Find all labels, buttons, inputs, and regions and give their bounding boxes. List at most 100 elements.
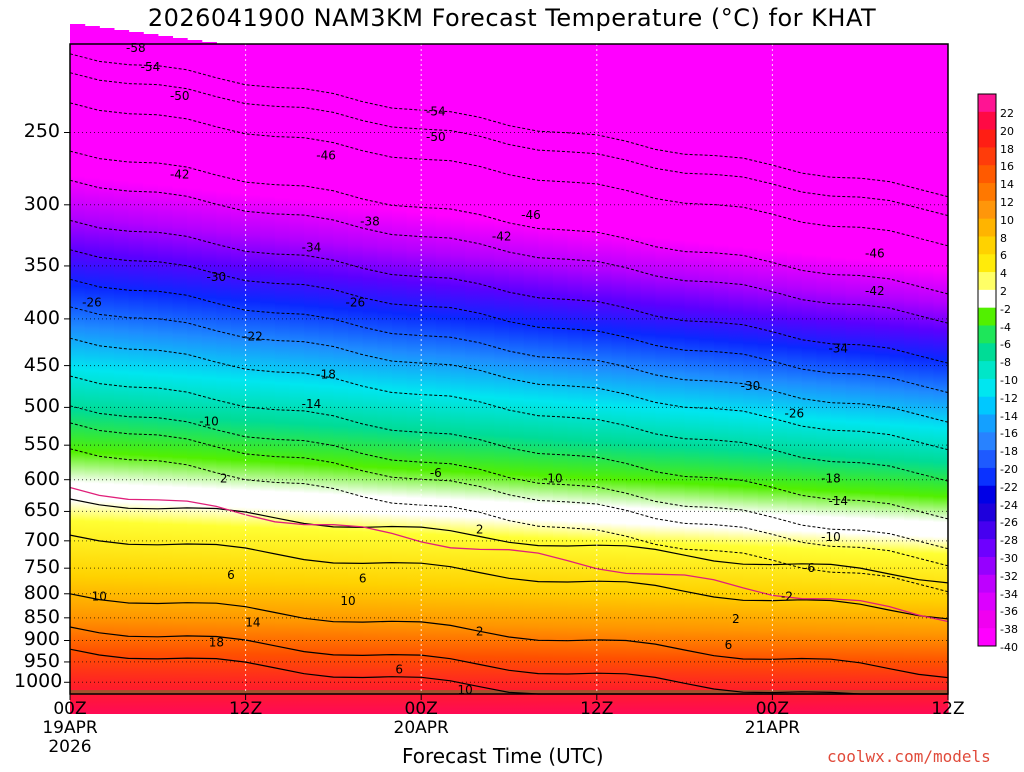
- contour-label: -18: [316, 367, 336, 381]
- field-column: [450, 76, 466, 714]
- x-tick-label-line: 12Z: [931, 699, 965, 719]
- y-tick-label: 400: [23, 306, 60, 329]
- colorbar-swatch: [978, 592, 996, 611]
- field-column: [611, 98, 627, 714]
- colorbar-label: -6: [1000, 338, 1011, 352]
- contour-label: -26: [785, 407, 805, 421]
- field-column: [304, 56, 320, 714]
- contour-label: -50: [426, 130, 446, 144]
- colorbar-swatch: [978, 218, 996, 237]
- contour-label: -10: [821, 530, 841, 544]
- field-column: [918, 140, 934, 714]
- colorbar-label: 12: [1000, 195, 1014, 209]
- colorbar-label: -24: [1000, 498, 1018, 512]
- field-column: [435, 74, 452, 714]
- y-tick-label: 550: [23, 433, 60, 456]
- x-tick-label-line: 12Z: [228, 699, 263, 719]
- colorbar-swatch: [978, 325, 996, 344]
- field-column: [523, 86, 539, 714]
- contour-label: -50: [170, 89, 190, 103]
- contour-line-negative: [69, 219, 949, 364]
- colorbar-label: -8: [1000, 356, 1011, 370]
- contour-line-positive: [69, 626, 948, 695]
- y-tick-label: 750: [23, 556, 60, 579]
- contour-label: 2: [732, 612, 740, 626]
- field-column: [99, 28, 115, 714]
- field-column: [216, 44, 232, 714]
- field-column: [465, 78, 481, 714]
- contour-labels: -58-54-50-42-46-38-34-30-26 -26-22-18-14-…: [82, 41, 884, 697]
- contour-line-negative: [69, 249, 949, 394]
- colorbar-swatch: [978, 129, 996, 148]
- contour-label: -26: [82, 296, 102, 310]
- field-column: [128, 32, 144, 714]
- colorbar-swatch: [978, 183, 996, 202]
- colorbar-swatch: [978, 628, 996, 647]
- contour-label: -6: [430, 466, 442, 480]
- colorbar-swatch: [978, 147, 996, 166]
- colorbar-swatch: [978, 610, 996, 629]
- contour-label: -30: [207, 270, 227, 284]
- source-credit[interactable]: coolwx.com/models: [827, 747, 991, 766]
- contour-label: 2: [476, 522, 484, 536]
- field-column: [874, 134, 891, 714]
- colorbar-label: -22: [1000, 480, 1018, 494]
- x-tick-label: 12Z: [211, 700, 281, 719]
- y-tick-label: 950: [23, 649, 60, 672]
- field-column: [377, 66, 393, 714]
- contour-label: 10: [340, 594, 355, 608]
- colorbar-swatch: [978, 432, 996, 451]
- x-tick-label-line: 00Z: [755, 699, 790, 719]
- field-column: [318, 58, 334, 714]
- colorbar-label: 18: [1000, 142, 1014, 156]
- field-column: [655, 104, 671, 714]
- contour-line-negative: [69, 375, 949, 520]
- colorbar-label: -28: [1000, 534, 1018, 548]
- contour-label: -54: [141, 60, 161, 74]
- x-tick-label-line: 00Z: [53, 699, 87, 719]
- field-column: [596, 96, 613, 714]
- field-column: [640, 102, 656, 714]
- contour-label: -14: [828, 494, 848, 508]
- y-tick-label: 450: [23, 353, 60, 376]
- y-tick-label: 850: [23, 605, 60, 628]
- field-column: [406, 70, 422, 714]
- field-column: [230, 46, 247, 714]
- colorbar-swatch: [978, 165, 996, 184]
- contour-label: 6: [395, 662, 403, 676]
- contour-line-positive: [69, 534, 949, 620]
- field-column: [567, 92, 583, 714]
- contour-line-negative: [69, 448, 949, 593]
- contour-label: -38: [360, 215, 380, 229]
- field-column: [743, 116, 759, 714]
- freezing-level-line: [69, 486, 949, 623]
- colorbar-label: -26: [1000, 516, 1018, 530]
- colorbar-swatch: [978, 254, 996, 273]
- field-column: [582, 94, 598, 714]
- field-column: [157, 36, 174, 714]
- contour-label: 18: [209, 636, 224, 650]
- field-column: [845, 130, 861, 714]
- colorbar-label: 22: [1000, 106, 1014, 120]
- x-axis-title: Forecast Time (UTC): [402, 744, 604, 768]
- colorbar-label: 16: [1000, 160, 1014, 174]
- contour-line-negative: [69, 422, 949, 567]
- y-tick-label: 700: [23, 528, 60, 551]
- colorbar-label: 10: [1000, 213, 1014, 227]
- colorbar-swatch: [978, 236, 996, 255]
- contour-line-positive: [69, 498, 949, 584]
- contour-label: -46: [521, 208, 541, 222]
- x-tick-label-line: 19APR: [42, 718, 98, 738]
- colorbar-swatch: [978, 574, 996, 594]
- field-column: [187, 40, 203, 714]
- contour-label: -58: [126, 41, 146, 55]
- contour-label: 6: [725, 638, 733, 652]
- colorbar-label: -20: [1000, 463, 1018, 477]
- colorbar-swatch: [978, 450, 996, 469]
- colorbar-swatch: [978, 539, 996, 558]
- field-column: [172, 38, 188, 714]
- contour-line-negative: [69, 150, 949, 295]
- chart-title: 2026041900 NAM3KM Forecast Temperature (…: [147, 4, 877, 32]
- colorbar-swatch: [978, 343, 996, 362]
